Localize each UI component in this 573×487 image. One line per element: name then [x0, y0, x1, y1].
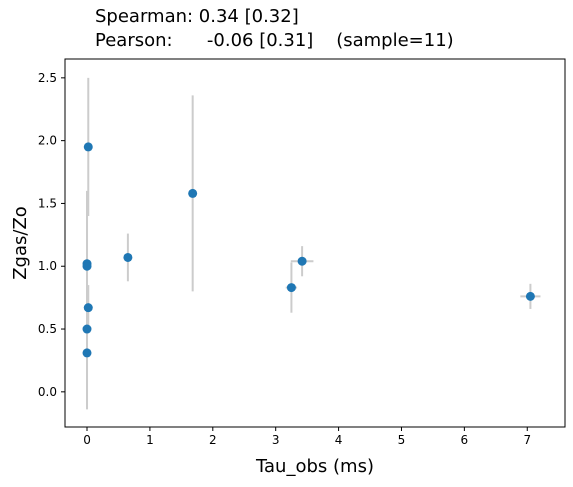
x-tick-label-7: 7 [523, 433, 531, 447]
x-tick-label-3: 3 [272, 433, 280, 447]
y-tick-label-0: 0.0 [38, 385, 57, 399]
x-tick-label-2: 2 [209, 433, 217, 447]
data-point-9 [297, 256, 307, 266]
y-tick-label-2: 1.0 [38, 259, 57, 273]
data-point-7 [188, 188, 198, 198]
x-axis-ticks: 0 1 2 3 4 5 6 7 [83, 427, 531, 447]
data-point-4 [82, 324, 92, 334]
errorbar-layer [86, 77, 541, 410]
points-layer [82, 142, 535, 358]
chart-title-line-1: Spearman: 0.34 [0.32] [95, 6, 299, 27]
x-tick-label-6: 6 [461, 433, 469, 447]
data-point-3 [83, 303, 93, 313]
data-point-2 [82, 261, 92, 271]
x-tick-label-1: 1 [146, 433, 154, 447]
plot-area-frame [64, 58, 566, 428]
x-tick-label-5: 5 [398, 433, 406, 447]
data-point-0 [83, 142, 93, 152]
x-axis-label: Tau_obs (ms) [255, 456, 374, 477]
y-tick-label-3: 1.5 [38, 196, 57, 210]
data-point-8 [286, 283, 296, 293]
y-axis-ticks: 0.0 0.5 1.0 1.5 2.0 2.5 [38, 71, 65, 399]
y-tick-label-4: 2.0 [38, 134, 57, 148]
data-point-6 [123, 252, 133, 262]
data-point-5 [82, 348, 92, 358]
chart-title-line-2: Pearson: -0.06 [0.31] (sample=11) [95, 30, 454, 51]
data-point-10 [525, 291, 535, 301]
x-tick-label-4: 4 [335, 433, 343, 447]
y-tick-label-1: 0.5 [38, 322, 57, 336]
y-axis-label: Zgas/Zo [10, 206, 31, 280]
y-tick-label-5: 2.5 [38, 71, 57, 85]
x-tick-label-0: 0 [83, 433, 91, 447]
